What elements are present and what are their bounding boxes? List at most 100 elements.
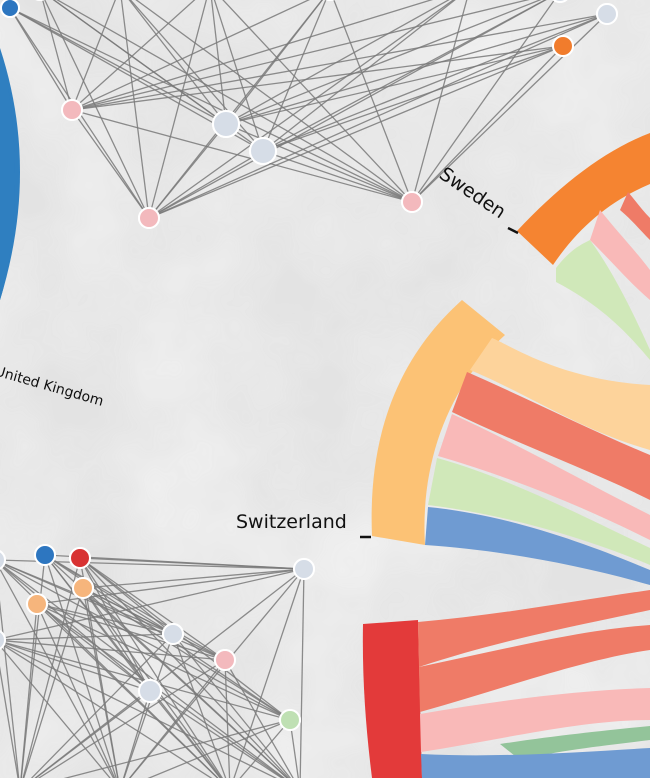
top-cluster-edge — [210, 0, 227, 125]
top-cluster-edge — [71, 109, 150, 219]
top-cluster-edge — [222, 0, 413, 203]
switzerland-label: Switzerland — [236, 511, 347, 533]
bottom-cluster-edge — [224, 659, 231, 778]
top-cluster-edge — [41, 0, 73, 111]
switzerland-ribbon-orange — [470, 338, 650, 450]
bottom-cluster-node — [34, 544, 56, 566]
bottom-cluster-edge — [172, 633, 227, 778]
bottom-cluster-edge — [0, 567, 115, 778]
bottom-cluster-edge — [36, 603, 116, 778]
top-cluster-edge — [262, 150, 413, 203]
top-cluster-edge — [225, 13, 608, 125]
top-cluster-edge — [9, 7, 227, 125]
bottom-cluster-edge — [0, 599, 20, 778]
top-cluster-node — [138, 207, 160, 229]
red-ribbon-blue — [421, 748, 650, 778]
bottom-cluster-edge — [0, 666, 19, 778]
red-ribbon-2 — [419, 625, 650, 712]
bottom-cluster-node — [279, 709, 301, 731]
bottom-cluster-edge — [0, 641, 278, 778]
top-cluster-edge — [71, 45, 564, 111]
bottom-cluster-edge — [0, 644, 111, 778]
bottom-cluster-edge — [0, 640, 151, 692]
top-cluster-edge — [128, 0, 227, 125]
top-cluster-edge — [262, 13, 608, 152]
top-cluster-edge — [71, 0, 530, 111]
top-cluster-edge — [148, 13, 608, 219]
bottom-cluster-edge — [36, 603, 226, 661]
bottom-cluster-node — [0, 550, 6, 570]
bottom-cluster-node — [26, 593, 48, 615]
red-ribbon-green — [500, 726, 650, 760]
bottom-cluster-edge — [82, 587, 119, 778]
bottom-cluster-edge — [172, 633, 292, 778]
bottom-cluster-edge — [123, 633, 174, 778]
top-cluster-edge — [148, 0, 323, 219]
top-cluster-node — [401, 191, 423, 213]
bottom-cluster-edge — [149, 690, 283, 778]
bottom-cluster-edge — [239, 719, 291, 778]
switzerland-arc — [371, 300, 505, 545]
bottom-cluster-edge — [0, 642, 213, 778]
bottom-cluster-edge — [149, 690, 222, 778]
switzerland-ribbon-red — [452, 372, 650, 500]
top-cluster-edge — [262, 0, 327, 152]
bottom-cluster-edge — [34, 690, 151, 778]
top-cluster-edge — [120, 0, 150, 219]
bottom-cluster-edge — [79, 557, 224, 778]
top-cluster-node — [0, 0, 20, 18]
bottom-cluster-node — [0, 630, 6, 650]
switzerland-ribbon-green — [428, 458, 650, 565]
top-cluster-edge — [225, 123, 413, 203]
sweden-arc — [517, 133, 650, 265]
bottom-cluster-edge — [20, 603, 38, 778]
top-cluster-edge — [148, 123, 227, 219]
bottom-cluster-edge — [147, 719, 291, 778]
bottom-cluster-node — [72, 577, 94, 599]
bottom-cluster-edge — [122, 690, 151, 778]
top-cluster-edge — [225, 45, 564, 125]
bottom-cluster-edge — [0, 563, 151, 692]
sweden-leader — [507, 226, 519, 235]
top-cluster-edge — [71, 0, 196, 111]
network-nodes — [0, 0, 618, 731]
top-cluster-edge — [71, 0, 434, 111]
top-cluster-edge — [148, 150, 264, 219]
bottom-cluster-node — [214, 649, 236, 671]
top-cluster-edge — [262, 0, 456, 152]
bottom-cluster-edge — [0, 633, 174, 641]
top-cluster-edge — [9, 7, 73, 111]
top-cluster-edge — [71, 109, 413, 203]
red-ribbon-1 — [418, 590, 650, 667]
top-cluster-edge — [71, 0, 116, 111]
bottom-cluster-edge — [289, 719, 299, 778]
bottom-cluster-edge — [82, 587, 291, 721]
bottom-cluster-edge — [63, 719, 291, 778]
top-cluster-edge — [71, 13, 608, 111]
bottom-cluster-edge — [0, 640, 291, 721]
top-cluster-edge — [411, 45, 564, 203]
red-ribbon-pink — [420, 688, 650, 752]
top-cluster-edge — [148, 45, 564, 219]
top-cluster-edge — [411, 0, 468, 203]
bottom-cluster-edge — [129, 568, 305, 778]
switzerland-ribbon-blue — [425, 507, 650, 585]
top-cluster-node — [596, 3, 618, 25]
top-cluster-edge — [411, 13, 608, 203]
top-cluster-edge — [148, 0, 207, 219]
top-cluster-edge — [225, 0, 542, 125]
bottom-cluster-edge — [82, 587, 226, 661]
bottom-cluster-edge — [0, 639, 226, 661]
bottom-cluster-edge — [299, 568, 305, 778]
top-cluster-edge — [262, 45, 564, 152]
red-country-arc — [362, 620, 422, 778]
bottom-cluster-edge — [22, 557, 81, 778]
sweden-ribbon-green — [556, 240, 650, 360]
bottom-cluster-node — [162, 623, 184, 645]
bottom-cluster-node — [69, 547, 91, 569]
sweden-ribbon-pink — [590, 210, 650, 300]
bottom-cluster-edge — [79, 557, 305, 570]
bottom-cluster-edge — [37, 659, 226, 778]
top-cluster-edge — [56, 0, 413, 203]
